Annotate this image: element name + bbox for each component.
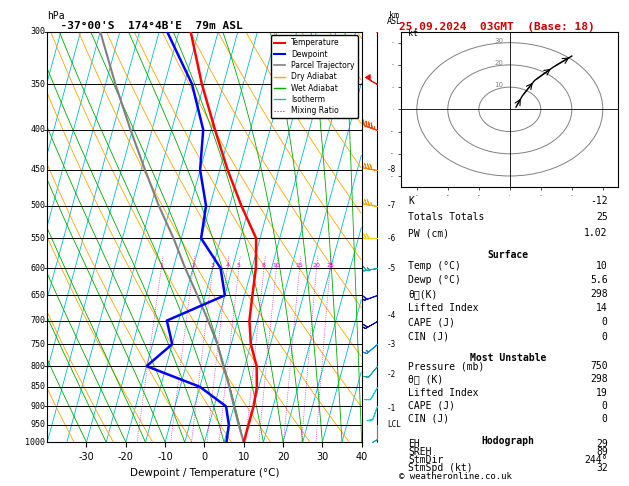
- Text: 1000: 1000: [25, 438, 45, 447]
- Text: 298: 298: [590, 289, 608, 299]
- Text: 350: 350: [30, 80, 45, 88]
- Text: 25.09.2024  03GMT  (Base: 18): 25.09.2024 03GMT (Base: 18): [399, 22, 595, 32]
- Text: Pressure (mb): Pressure (mb): [408, 361, 484, 371]
- Text: EH: EH: [408, 439, 420, 449]
- Text: 3: 3: [211, 263, 215, 268]
- Text: 25: 25: [596, 212, 608, 222]
- Text: 20: 20: [495, 60, 504, 66]
- Text: 25: 25: [326, 263, 334, 268]
- Text: 900: 900: [30, 402, 45, 411]
- Text: -6: -6: [387, 234, 396, 243]
- Text: hPa: hPa: [47, 12, 65, 21]
- Text: 244°: 244°: [584, 455, 608, 465]
- Text: SREH: SREH: [408, 447, 431, 457]
- Text: Hodograph: Hodograph: [481, 436, 535, 446]
- Text: 1.02: 1.02: [584, 228, 608, 238]
- Text: CIN (J): CIN (J): [408, 331, 449, 342]
- Text: km: km: [389, 11, 399, 20]
- Text: 5: 5: [237, 263, 241, 268]
- Text: kt: kt: [408, 29, 418, 38]
- Text: 400: 400: [30, 125, 45, 134]
- Text: θᴄ (K): θᴄ (K): [408, 374, 443, 384]
- Text: 600: 600: [30, 263, 45, 273]
- Text: 10: 10: [596, 261, 608, 271]
- Text: 15: 15: [296, 263, 304, 268]
- Text: 2: 2: [191, 263, 195, 268]
- Text: 0: 0: [602, 401, 608, 411]
- Text: -4: -4: [387, 311, 396, 320]
- Text: CIN (J): CIN (J): [408, 414, 449, 424]
- Text: Temp (°C): Temp (°C): [408, 261, 461, 271]
- Text: 750: 750: [590, 361, 608, 371]
- Text: -37°00'S  174°4B'E  79m ASL: -37°00'S 174°4B'E 79m ASL: [47, 21, 243, 31]
- Text: 30: 30: [494, 38, 504, 44]
- Text: 89: 89: [596, 447, 608, 457]
- Text: K: K: [408, 196, 414, 206]
- Text: 14: 14: [596, 303, 608, 313]
- Text: Totals Totals: Totals Totals: [408, 212, 484, 222]
- Text: 298: 298: [590, 374, 608, 384]
- Text: θᴄ(K): θᴄ(K): [408, 289, 438, 299]
- Text: Lifted Index: Lifted Index: [408, 387, 479, 398]
- Text: 650: 650: [30, 291, 45, 300]
- Text: 300: 300: [30, 27, 45, 36]
- Text: 450: 450: [30, 165, 45, 174]
- Text: CAPE (J): CAPE (J): [408, 317, 455, 328]
- Text: 550: 550: [30, 234, 45, 243]
- Text: -7: -7: [387, 201, 396, 210]
- Text: 29: 29: [596, 439, 608, 449]
- Text: LCL: LCL: [387, 420, 401, 429]
- Text: 500: 500: [30, 201, 45, 210]
- Text: -1: -1: [387, 404, 396, 413]
- Text: 5.6: 5.6: [590, 275, 608, 285]
- Text: 0: 0: [602, 414, 608, 424]
- Text: Most Unstable: Most Unstable: [470, 353, 546, 364]
- Text: Dewp (°C): Dewp (°C): [408, 275, 461, 285]
- Text: 8: 8: [262, 263, 266, 268]
- Text: 19: 19: [596, 387, 608, 398]
- X-axis label: Dewpoint / Temperature (°C): Dewpoint / Temperature (°C): [130, 468, 279, 478]
- Text: ASL: ASL: [387, 17, 401, 26]
- Text: -5: -5: [387, 263, 396, 273]
- Text: 20: 20: [313, 263, 321, 268]
- Text: 0: 0: [602, 317, 608, 328]
- Text: 750: 750: [30, 340, 45, 348]
- Text: 32: 32: [596, 463, 608, 473]
- Legend: Temperature, Dewpoint, Parcel Trajectory, Dry Adiabat, Wet Adiabat, Isotherm, Mi: Temperature, Dewpoint, Parcel Trajectory…: [270, 35, 358, 118]
- Text: 10: 10: [494, 82, 504, 88]
- Text: PW (cm): PW (cm): [408, 228, 449, 238]
- Text: 4: 4: [225, 263, 230, 268]
- Text: 700: 700: [30, 316, 45, 325]
- Text: -12: -12: [590, 196, 608, 206]
- Text: Surface: Surface: [487, 250, 528, 260]
- Text: Lifted Index: Lifted Index: [408, 303, 479, 313]
- Text: 850: 850: [30, 382, 45, 391]
- Text: 950: 950: [30, 420, 45, 429]
- Text: StmSpd (kt): StmSpd (kt): [408, 463, 473, 473]
- Text: 10: 10: [272, 263, 281, 268]
- Text: 800: 800: [30, 362, 45, 371]
- Text: © weatheronline.co.uk: © weatheronline.co.uk: [399, 472, 512, 481]
- Text: StmDir: StmDir: [408, 455, 443, 465]
- Text: -2: -2: [387, 370, 396, 379]
- Text: -8: -8: [387, 165, 396, 174]
- Text: -3: -3: [387, 340, 396, 348]
- Text: CAPE (J): CAPE (J): [408, 401, 455, 411]
- Text: 0: 0: [602, 331, 608, 342]
- Text: 1: 1: [159, 263, 164, 268]
